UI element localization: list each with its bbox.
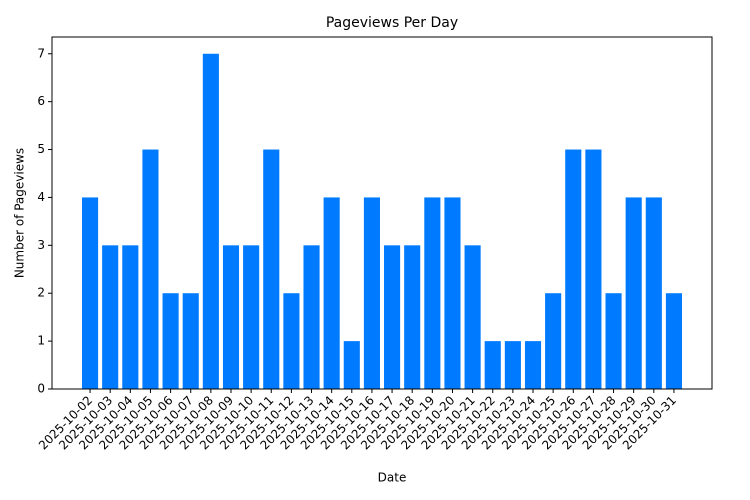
y-tick-label: 4 [37,190,45,204]
bar [363,197,380,389]
y-tick-label: 2 [37,286,45,300]
bar [122,245,139,389]
y-tick-label: 6 [37,94,45,108]
bar [585,149,602,389]
bar [142,149,159,389]
bar [343,341,360,389]
chart-title: Pageviews Per Day [326,15,458,31]
bar [444,197,461,389]
y-tick-label: 5 [37,142,45,156]
bar [424,197,441,389]
bar [504,341,521,389]
bar [384,245,401,389]
y-tick-label: 3 [37,238,45,252]
bar [323,197,340,389]
bar [464,245,481,389]
x-axis-label: Date [378,471,407,485]
bar [665,293,682,389]
y-tick-label: 0 [37,382,45,396]
bar [605,293,622,389]
bar [303,245,320,389]
bar [82,197,99,389]
bar [625,197,642,389]
bar [182,293,199,389]
bar [524,341,542,389]
bar [645,197,662,389]
y-axis-label: Number of Pageviews [13,148,27,278]
plot-frame [51,36,713,390]
bar [404,245,421,389]
y-tick-label: 7 [37,46,45,60]
bar [202,53,219,390]
bar [283,293,300,389]
bar [102,245,119,389]
bar [263,149,280,389]
bar [545,293,562,389]
bar [162,293,179,389]
bar [484,341,501,389]
bar [565,149,582,389]
bar [222,245,240,389]
y-tick-label: 1 [37,334,45,348]
bar [243,245,260,389]
